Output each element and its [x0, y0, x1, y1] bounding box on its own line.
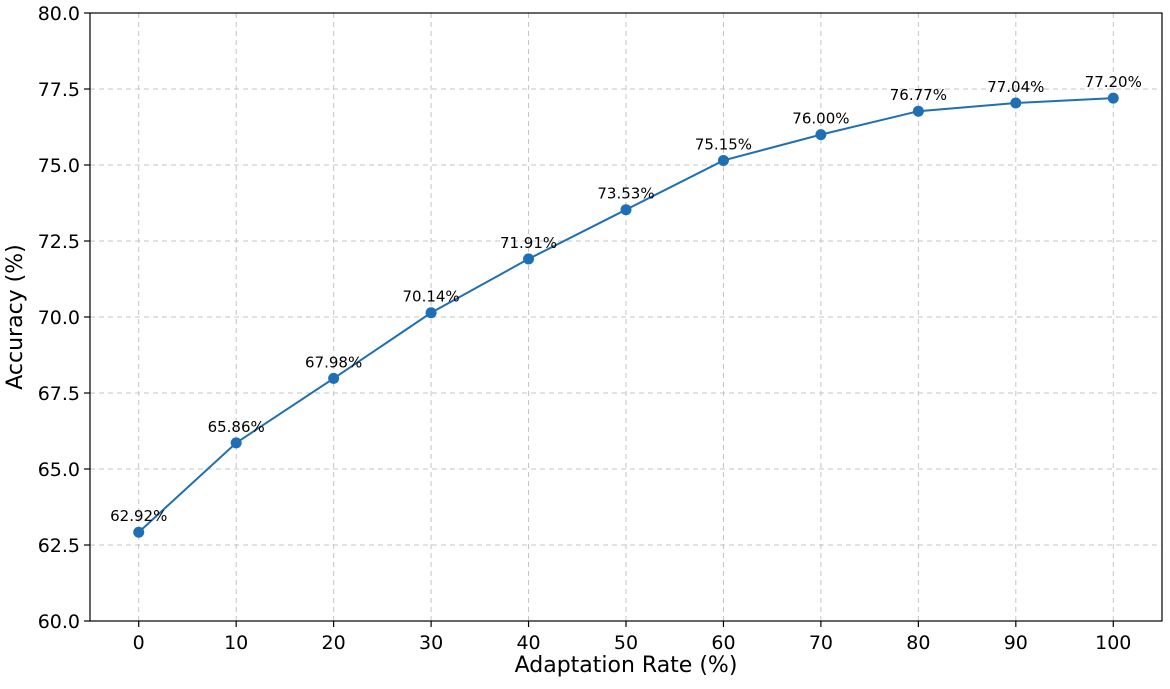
- y-tick-label: 65.0: [38, 459, 80, 481]
- data-point: [717, 154, 729, 166]
- data-labels: 62.92% 65.86% 67.98% 70.14% 71.91% 73.53% 75.1…: [110, 73, 1142, 525]
- data-point: [1010, 97, 1022, 109]
- data-point: [912, 105, 924, 117]
- y-tick-label: 75.0: [38, 155, 80, 177]
- x-tick-label: 20: [322, 632, 346, 654]
- data-point: [230, 437, 242, 449]
- data-point: [523, 253, 535, 265]
- data-point: [133, 526, 145, 538]
- data-label: 76.77%: [890, 86, 947, 104]
- x-tick-label: 70: [809, 632, 833, 654]
- y-axis-label: Accuracy (%): [3, 244, 28, 390]
- data-point: [1107, 92, 1119, 104]
- y-tick-label: 72.5: [38, 231, 80, 253]
- y-tick-label: 70.0: [38, 307, 80, 329]
- x-axis-label: Adaptation Rate (%): [515, 653, 738, 678]
- y-tick-label: 77.5: [38, 79, 80, 101]
- x-tick-label: 0: [133, 632, 145, 654]
- data-label: 62.92%: [110, 507, 167, 525]
- ticks: 0 10 20 30 40 50 60 70 80 90 100 60.0 62.5 65.0 67.5 70…: [38, 3, 1132, 654]
- x-tick-label: 100: [1095, 632, 1131, 654]
- y-tick-label: 80.0: [38, 3, 80, 25]
- y-tick-label: 67.5: [38, 383, 80, 405]
- data-label: 70.14%: [402, 288, 459, 306]
- x-tick-label: 40: [516, 632, 540, 654]
- data-point: [815, 129, 827, 141]
- series: [133, 92, 1119, 538]
- data-label: 76.00%: [792, 110, 849, 128]
- x-tick-label: 10: [224, 632, 248, 654]
- x-tick-label: 90: [1004, 632, 1028, 654]
- data-label: 67.98%: [305, 353, 362, 371]
- data-label: 71.91%: [500, 234, 557, 252]
- y-tick-label: 62.5: [38, 535, 80, 557]
- data-point: [620, 204, 632, 216]
- x-tick-label: 50: [614, 632, 638, 654]
- data-label: 73.53%: [597, 185, 654, 203]
- data-label: 65.86%: [208, 418, 265, 436]
- data-label: 77.20%: [1085, 73, 1142, 91]
- x-tick-label: 80: [906, 632, 930, 654]
- data-label: 77.04%: [987, 78, 1044, 96]
- data-point: [328, 372, 340, 384]
- x-tick-label: 60: [711, 632, 735, 654]
- y-tick-label: 60.0: [38, 611, 80, 633]
- data-label: 75.15%: [695, 135, 752, 153]
- data-point: [425, 307, 437, 319]
- x-tick-label: 30: [419, 632, 443, 654]
